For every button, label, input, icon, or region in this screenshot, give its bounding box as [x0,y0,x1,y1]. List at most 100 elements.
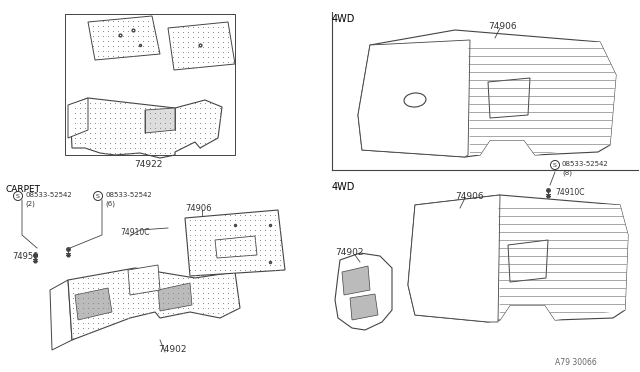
Point [103,53,113,59]
Point [128,23,138,29]
Point [218,305,228,311]
Point [200,105,210,111]
Point [90,130,100,136]
Point [83,295,93,301]
Point [235,222,245,228]
Point [123,280,133,286]
Point [130,105,140,111]
Point [98,53,108,59]
Polygon shape [498,200,628,320]
Polygon shape [358,40,470,157]
Point [228,300,238,306]
Point [125,140,135,146]
Point [70,125,80,131]
Point [205,257,215,263]
Point [205,267,215,273]
Point [210,237,220,243]
Polygon shape [145,108,175,133]
Point [78,310,88,316]
Point [98,275,108,281]
Point [148,38,158,44]
Point [208,54,218,60]
Point [118,33,128,39]
Point [240,212,250,218]
Point [160,140,170,146]
Point [223,290,233,296]
Point [260,257,270,263]
Point [83,315,93,321]
Point [133,53,143,59]
Point [133,43,143,49]
Point [83,310,93,316]
Point [90,115,100,121]
Point [218,290,228,296]
Point [213,54,223,60]
Point [113,275,123,281]
Point [190,247,200,253]
Point [193,300,203,306]
Point [75,125,85,131]
Point [108,320,118,326]
Point [205,110,215,116]
Point [90,145,100,151]
Point [250,247,260,253]
Point [210,247,220,253]
Point [218,44,228,50]
Point [245,227,255,233]
Point [223,24,233,30]
Point [68,305,78,311]
Point [143,290,153,296]
Point [173,34,183,40]
Point [108,33,118,39]
Point [218,310,228,316]
Point [178,39,188,45]
Point [185,237,195,243]
Text: 74922: 74922 [134,160,162,169]
Point [215,115,225,121]
Point [133,33,143,39]
Point [193,49,203,55]
Point [220,262,230,268]
Point [223,34,233,40]
Point [225,227,235,233]
Point [95,130,105,136]
Point [200,252,210,258]
Text: (6): (6) [105,200,115,206]
Point [80,140,90,146]
Point [215,217,225,223]
Point [188,24,198,30]
Point [260,212,270,218]
Point [130,145,140,151]
Point [145,145,155,151]
Point [203,39,213,45]
Point [255,262,265,268]
Point [213,295,223,301]
Point [198,29,208,35]
Point [228,295,238,301]
Point [123,43,133,49]
Point [173,29,183,35]
Point [183,300,193,306]
Point [230,247,240,253]
Point [165,150,175,156]
Point [180,125,190,131]
Point [270,262,280,268]
Point [185,115,195,121]
Point [115,110,125,116]
Point [168,44,178,50]
Point [88,28,98,34]
Point [123,23,133,29]
Point [113,38,123,44]
Point [88,43,98,49]
Point [195,262,205,268]
Point [128,38,138,44]
Point [148,300,158,306]
Point [185,222,195,228]
Point [110,140,120,146]
Point [220,252,230,258]
Point [120,105,130,111]
Point [100,130,110,136]
Point [145,110,155,116]
Point [208,280,218,286]
Point [98,315,108,321]
